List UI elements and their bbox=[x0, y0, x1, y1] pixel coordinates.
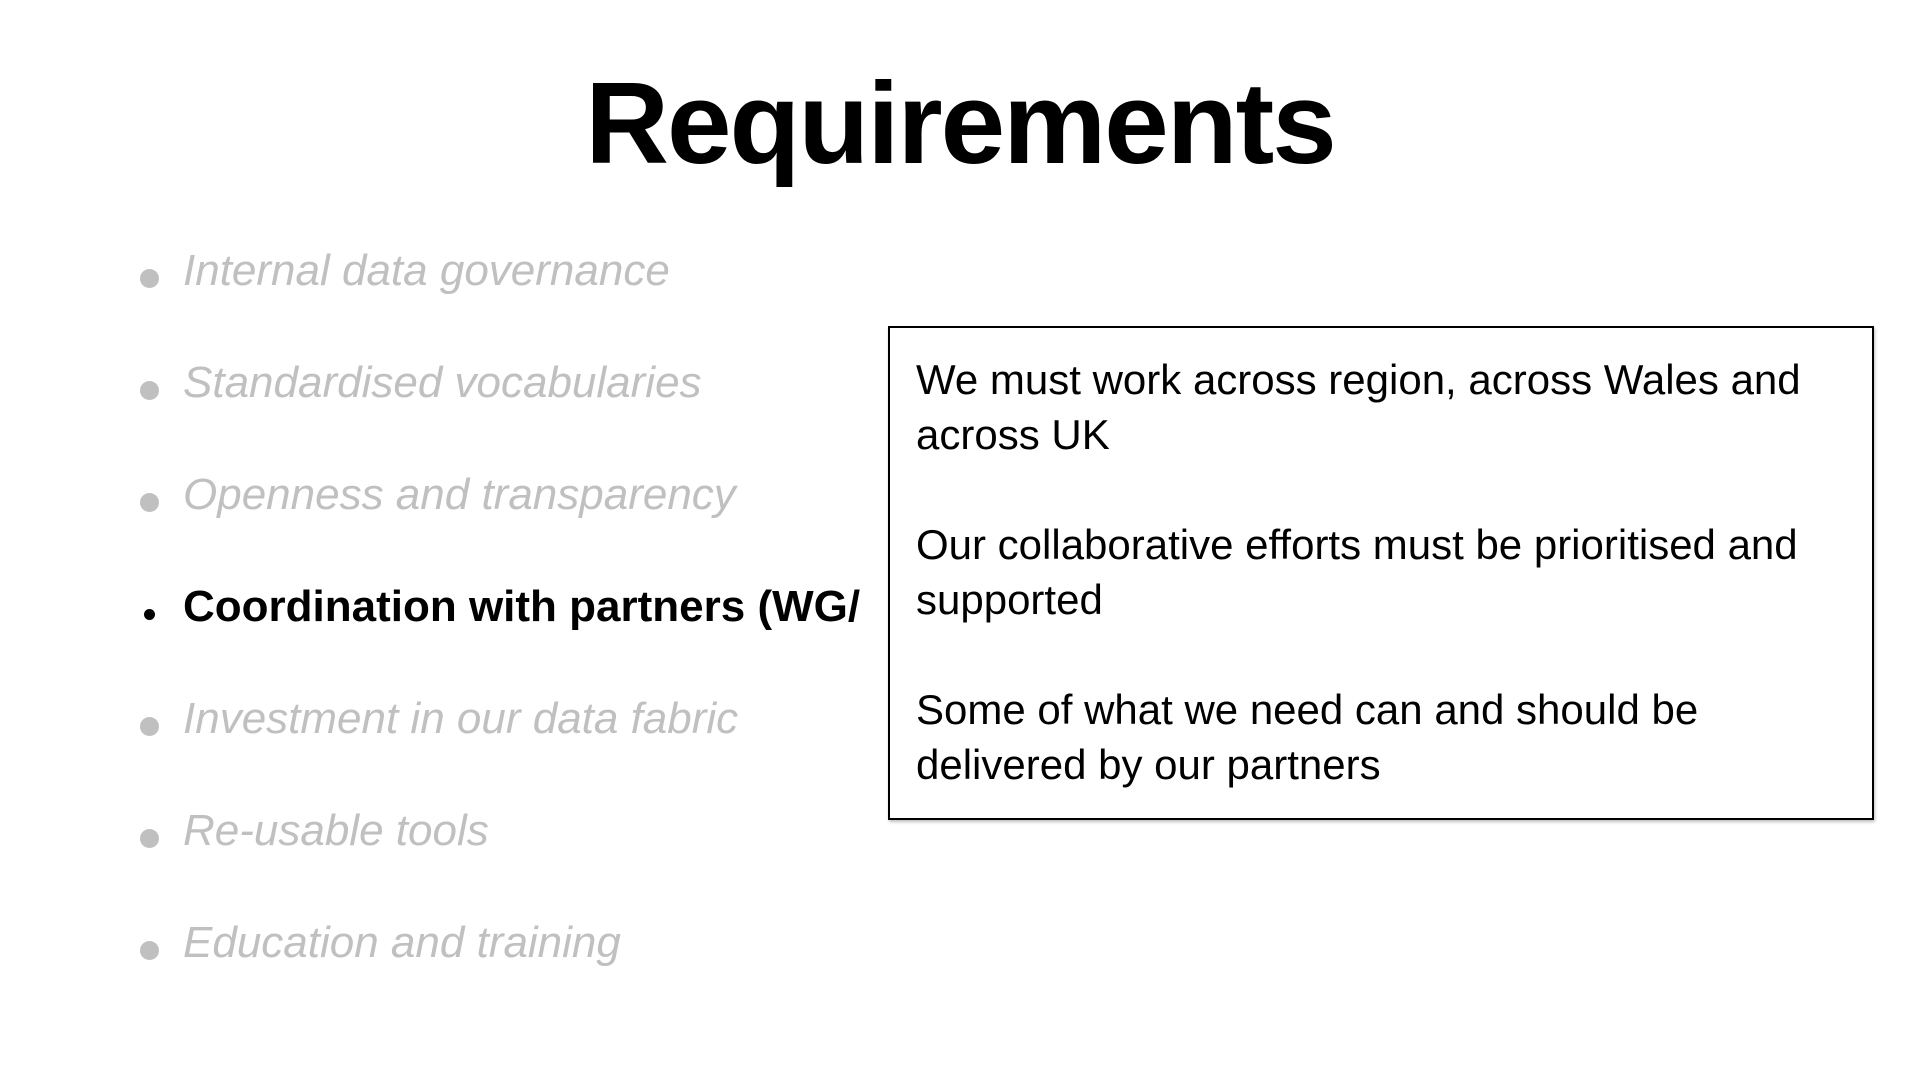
bullet-dot-icon bbox=[140, 381, 159, 400]
bullet-label: Coordination with partners (WG/ bbox=[183, 582, 861, 631]
callout-paragraph: We must work across region, across Wales… bbox=[916, 356, 1801, 458]
bullet-label: Re-usable tools bbox=[183, 806, 489, 855]
bullet-dot-icon bbox=[140, 493, 159, 512]
slide-title: Requirements bbox=[585, 58, 1337, 188]
bullet-dot-icon bbox=[144, 609, 155, 620]
bullet-item-standardised-vocabularies: Standardised vocabularies bbox=[140, 357, 860, 469]
bullet-label: Education and training bbox=[183, 918, 621, 967]
bullet-label: Standardised vocabularies bbox=[183, 358, 702, 407]
bullet-label: Internal data governance bbox=[183, 246, 670, 295]
callout-paragraph: Our collaborative efforts must be priori… bbox=[916, 521, 1798, 623]
callout-box: We must work across region, across Wales… bbox=[888, 326, 1874, 820]
bullet-item-internal-data-governance: Internal data governance bbox=[140, 245, 860, 357]
bullet-dot-icon bbox=[140, 269, 159, 288]
bullet-label: Openness and transparency bbox=[183, 470, 736, 519]
bullet-item-education-and-training: Education and training bbox=[140, 917, 860, 1029]
bullet-label: Investment in our data fabric bbox=[183, 694, 739, 743]
bullet-dot-icon bbox=[140, 829, 159, 848]
bullet-dot-icon bbox=[140, 941, 159, 960]
bullet-item-investment-in-data-fabric: Investment in our data fabric bbox=[140, 693, 860, 805]
bullet-dot-icon bbox=[140, 717, 159, 736]
bullet-item-coordination-with-partners: Coordination with partners (WG/ bbox=[140, 581, 860, 693]
bullet-item-re-usable-tools: Re-usable tools bbox=[140, 805, 860, 917]
callout-paragraph: Some of what we need can and should be d… bbox=[916, 686, 1699, 788]
bullet-list: Internal data governance Standardised vo… bbox=[140, 245, 860, 1029]
bullet-item-openness-and-transparency: Openness and transparency bbox=[140, 469, 860, 581]
